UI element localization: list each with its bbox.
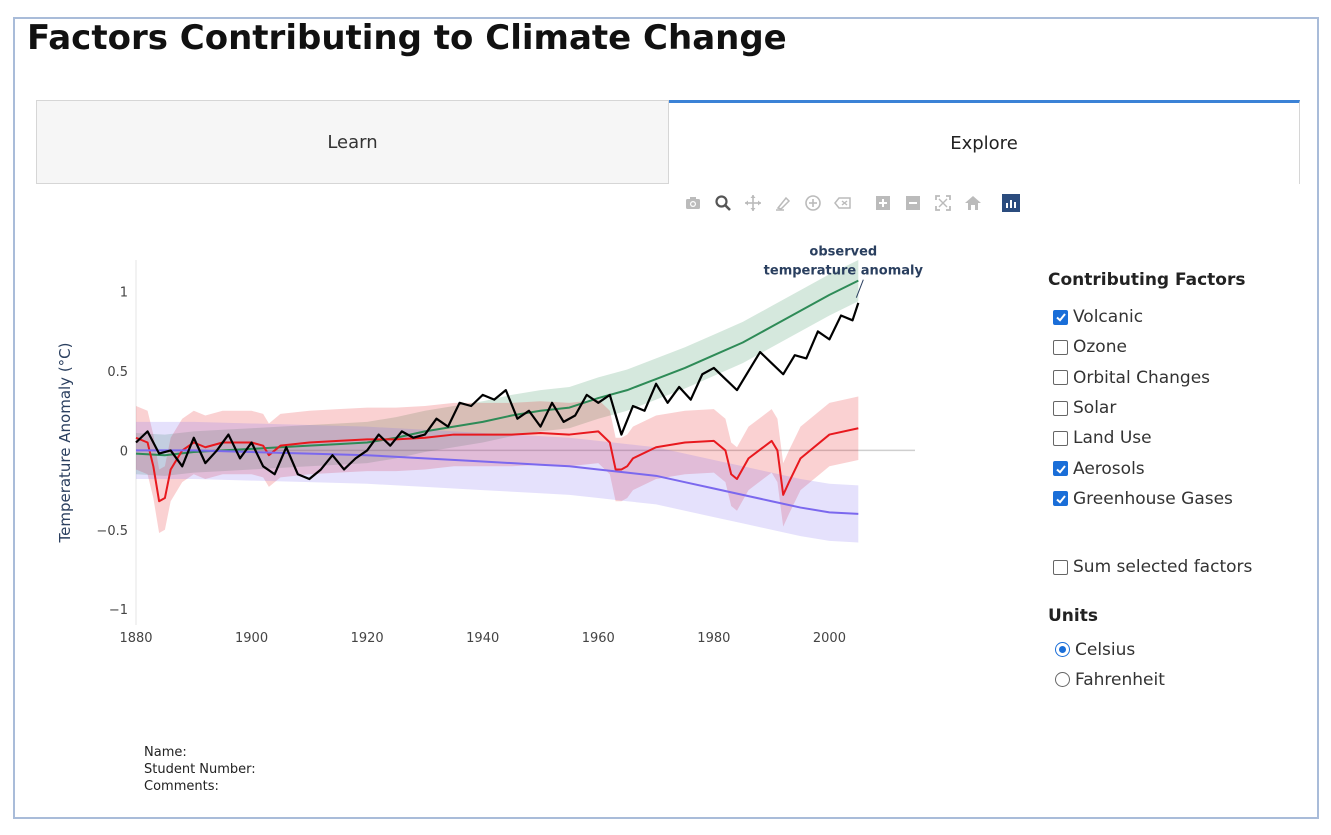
fahrenheit-radio[interactable] — [1055, 672, 1070, 688]
temperature-chart[interactable]: 1 0.5 0 −0.5 −1 1880 1900 1920 1940 1960 1980 2000 T… — [40, 230, 1020, 670]
sum-selected-factors[interactable]: Sum selected factors — [1048, 552, 1308, 582]
annotation-arrow — [855, 279, 864, 298]
plotly-logo-icon[interactable] — [1000, 193, 1022, 213]
student-info: Name: Student Number: Comments: — [144, 744, 256, 795]
y-tick-label: −1 — [109, 603, 128, 618]
x-tick-label: 1880 — [119, 631, 152, 646]
sum-label: Sum selected factors — [1073, 557, 1253, 578]
y-axis-title: Temperature Anomaly (°C) — [56, 342, 74, 543]
lasso-icon[interactable] — [772, 193, 794, 213]
x-tick-label: 1920 — [351, 631, 384, 646]
factor-label: Land Use — [1073, 428, 1152, 449]
zoom-out-icon[interactable] — [832, 193, 854, 213]
units-radio-group: Celsius Fahrenheit — [1048, 634, 1308, 695]
factor-label: Aerosols — [1073, 458, 1145, 479]
pan-icon[interactable] — [742, 193, 764, 213]
x-tick-label: 1900 — [235, 631, 268, 646]
aerosols-checkbox[interactable] — [1053, 461, 1068, 477]
factor-land-use[interactable]: Land Use — [1048, 423, 1308, 453]
page-title: Factors Contributing to Climate Change — [27, 18, 787, 58]
tab-learn[interactable]: Learn — [36, 100, 669, 184]
ozone-checkbox[interactable] — [1053, 339, 1068, 355]
unit-label: Celsius — [1075, 639, 1136, 660]
controls-panel: Contributing Factors Volcanic Ozone Orbi… — [1048, 270, 1308, 695]
name-label: Name: — [144, 745, 187, 760]
volcanic-checkbox[interactable] — [1053, 309, 1068, 325]
solar-checkbox[interactable] — [1053, 400, 1068, 416]
greenhouse-series-line — [135, 279, 859, 457]
zoom-in-icon[interactable] — [802, 193, 824, 213]
unit-label: Fahrenheit — [1075, 669, 1165, 690]
factor-greenhouse-gases[interactable]: Greenhouse Gases — [1048, 484, 1308, 514]
student-number-label: Student Number: — [144, 762, 256, 777]
y-tick-label: 0.5 — [107, 365, 128, 380]
x-tick-label: 1940 — [466, 631, 499, 646]
camera-icon[interactable] — [682, 193, 704, 213]
volcanic-uncertainty-band — [136, 396, 859, 533]
autoscale-icon[interactable] — [932, 193, 954, 213]
comments-label: Comments: — [144, 779, 219, 794]
land-use-checkbox[interactable] — [1053, 430, 1068, 446]
factor-label: Orbital Changes — [1073, 367, 1211, 388]
home-icon[interactable] — [962, 193, 984, 213]
x-tick-label: 2000 — [813, 631, 846, 646]
factor-volcanic[interactable]: Volcanic — [1048, 302, 1308, 332]
factor-label: Volcanic — [1073, 307, 1144, 328]
annotation-line2: temperature anomaly — [764, 264, 924, 279]
contributing-factors-title: Contributing Factors — [1048, 270, 1246, 290]
factor-list: Volcanic Ozone Orbital Changes Solar Lan… — [1048, 302, 1308, 514]
orbital-changes-checkbox[interactable] — [1053, 370, 1068, 386]
x-tick-label: 1960 — [582, 631, 615, 646]
annotation-line1: observed — [809, 245, 877, 260]
factor-label: Solar — [1073, 398, 1117, 419]
units-title: Units — [1048, 606, 1098, 627]
factor-label: Greenhouse Gases — [1073, 488, 1233, 509]
tab-explore[interactable]: Explore — [669, 100, 1300, 184]
aerosols-series-line — [136, 449, 859, 515]
greenhouse-gases-checkbox[interactable] — [1053, 491, 1068, 507]
factor-solar[interactable]: Solar — [1048, 393, 1308, 423]
y-tick-label: 0 — [120, 444, 128, 459]
y-tick-label: −0.5 — [96, 524, 128, 539]
zoom-icon[interactable] — [712, 193, 734, 213]
factor-orbital-changes[interactable]: Orbital Changes — [1048, 363, 1308, 393]
y-tick-label: 1 — [120, 286, 128, 301]
factor-aerosols[interactable]: Aerosols — [1048, 453, 1308, 483]
factor-label: Ozone — [1073, 337, 1127, 358]
factor-ozone[interactable]: Ozone — [1048, 332, 1308, 362]
x-tick-label: 1980 — [697, 631, 730, 646]
unit-celsius[interactable]: Celsius — [1048, 634, 1308, 664]
zoom-out-box-icon[interactable] — [902, 193, 924, 213]
celsius-radio[interactable] — [1055, 642, 1070, 658]
observed-series-line — [135, 302, 860, 481]
tab-bar: Learn Explore — [36, 100, 1300, 185]
unit-fahrenheit[interactable]: Fahrenheit — [1048, 665, 1308, 695]
plot-modebar — [682, 192, 1030, 214]
zoom-in-box-icon[interactable] — [872, 193, 894, 213]
sum-selected-checkbox[interactable] — [1053, 559, 1068, 575]
